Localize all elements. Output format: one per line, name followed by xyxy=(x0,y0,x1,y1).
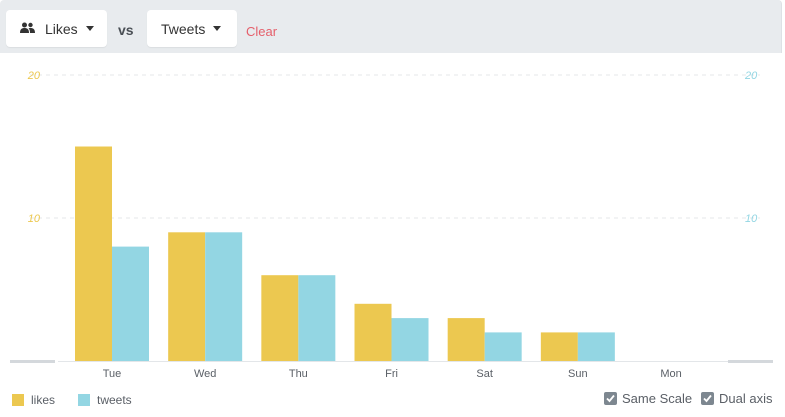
bar-likes xyxy=(168,232,206,361)
bar-chart: 20 20 10 10 Tue Wed Thu Fri Sat Sun Mon xyxy=(10,70,773,380)
bar-tweets xyxy=(391,318,429,361)
bar-tweets xyxy=(298,275,336,361)
scroll-handle-right xyxy=(728,360,773,363)
legend-item-likes[interactable]: likes xyxy=(12,393,55,407)
right-axis-tick-label: 10 xyxy=(745,213,758,225)
scroll-handle-left xyxy=(10,360,55,363)
chevron-down-icon xyxy=(213,26,222,31)
x-axis-tick-label: Fri xyxy=(385,368,398,380)
chart-legend: likes tweets Same Scale Dual axis xyxy=(0,388,785,417)
metric-b-dropdown[interactable]: Tweets xyxy=(147,10,237,47)
clear-link[interactable]: Clear xyxy=(246,24,278,39)
checkbox-checked-icon xyxy=(701,392,714,405)
right-axis-tick-label: 20 xyxy=(744,70,758,82)
metric-a-dropdown[interactable]: Likes xyxy=(6,10,107,47)
people-icon xyxy=(20,21,35,37)
bar-tweets xyxy=(577,332,615,361)
legend-swatch-likes xyxy=(12,394,24,406)
bar-likes xyxy=(540,332,578,361)
legend-label-tweets: tweets xyxy=(97,393,132,407)
bar-tweets xyxy=(484,332,522,361)
vs-label: vs xyxy=(118,22,134,38)
x-axis-tick-label: Sun xyxy=(568,368,588,380)
x-axis-tick-label: Tue xyxy=(103,368,122,380)
bar-likes xyxy=(447,318,485,361)
dual-axis-label: Dual axis xyxy=(719,391,773,406)
x-axis-tick-label: Sat xyxy=(476,368,493,380)
x-axis-tick-label: Thu xyxy=(289,368,308,380)
bar-likes xyxy=(354,303,392,361)
chevron-down-icon xyxy=(85,26,94,31)
legend-swatch-tweets xyxy=(78,394,90,406)
bar-likes xyxy=(75,146,112,361)
legend-label-likes: likes xyxy=(31,393,56,407)
same-scale-toggle[interactable]: Same Scale xyxy=(604,391,692,406)
dual-axis-toggle[interactable]: Dual axis xyxy=(701,391,772,406)
legend-item-tweets[interactable]: tweets xyxy=(78,393,132,407)
left-axis-tick-label: 10 xyxy=(28,213,41,225)
chart-toolbar: Likes vs Tweets Clear xyxy=(0,0,782,53)
checkbox-checked-icon xyxy=(604,392,617,405)
x-axis-tick-label: Wed xyxy=(194,368,216,380)
x-axis-tick-label: Mon xyxy=(660,368,681,380)
metric-b-label: Tweets xyxy=(161,20,206,37)
bar-tweets xyxy=(205,232,243,361)
bar-tweets xyxy=(112,246,149,361)
bar-likes xyxy=(261,275,299,361)
left-axis-tick-label: 20 xyxy=(27,70,41,82)
same-scale-label: Same Scale xyxy=(622,391,693,406)
metric-a-label: Likes xyxy=(45,20,78,37)
